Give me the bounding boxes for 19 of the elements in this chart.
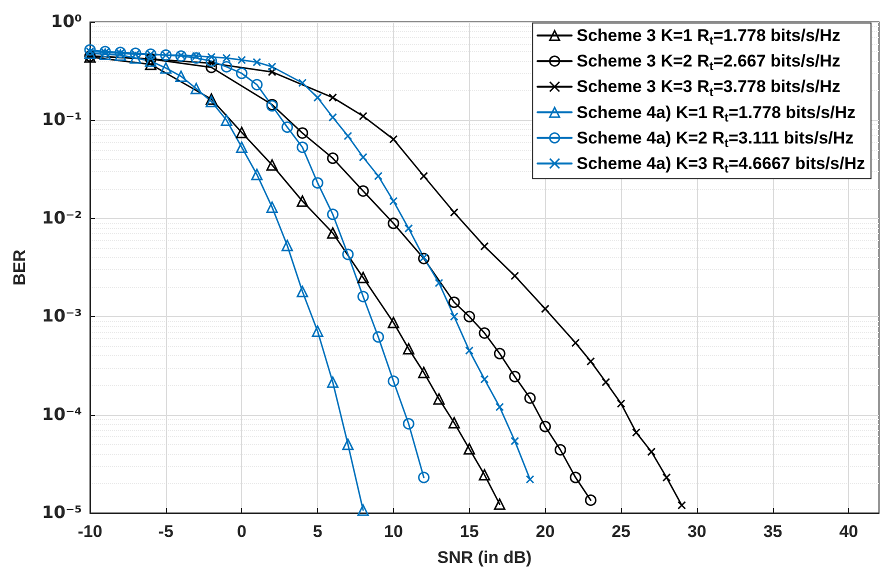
- x-tick-label: -10: [78, 522, 102, 541]
- x-tick-label: 30: [687, 522, 706, 541]
- x-tick-label: 15: [460, 522, 479, 541]
- y-tick-label: 10⁰: [50, 12, 82, 32]
- x-tick-label: 40: [839, 522, 858, 541]
- y-axis-title: BER: [10, 250, 29, 286]
- y-tick-label: 10⁻²: [42, 208, 82, 228]
- x-axis-title: SNR (in dB): [437, 548, 532, 567]
- x-tick-label: 0: [236, 522, 246, 541]
- x-tick-label: 10: [384, 522, 403, 541]
- y-tick-label: 10⁻¹: [42, 110, 82, 130]
- y-tick-label: 10⁻³: [42, 306, 82, 327]
- x-tick-label: -5: [158, 522, 174, 541]
- x-tick-label: 25: [612, 522, 631, 541]
- y-tick-label: 10⁻⁵: [42, 503, 82, 523]
- x-tick-label: 35: [763, 522, 782, 541]
- y-tick-label: 10⁻⁴: [42, 404, 82, 425]
- x-tick-label: 20: [536, 522, 555, 541]
- x-tick-label: 5: [312, 522, 322, 541]
